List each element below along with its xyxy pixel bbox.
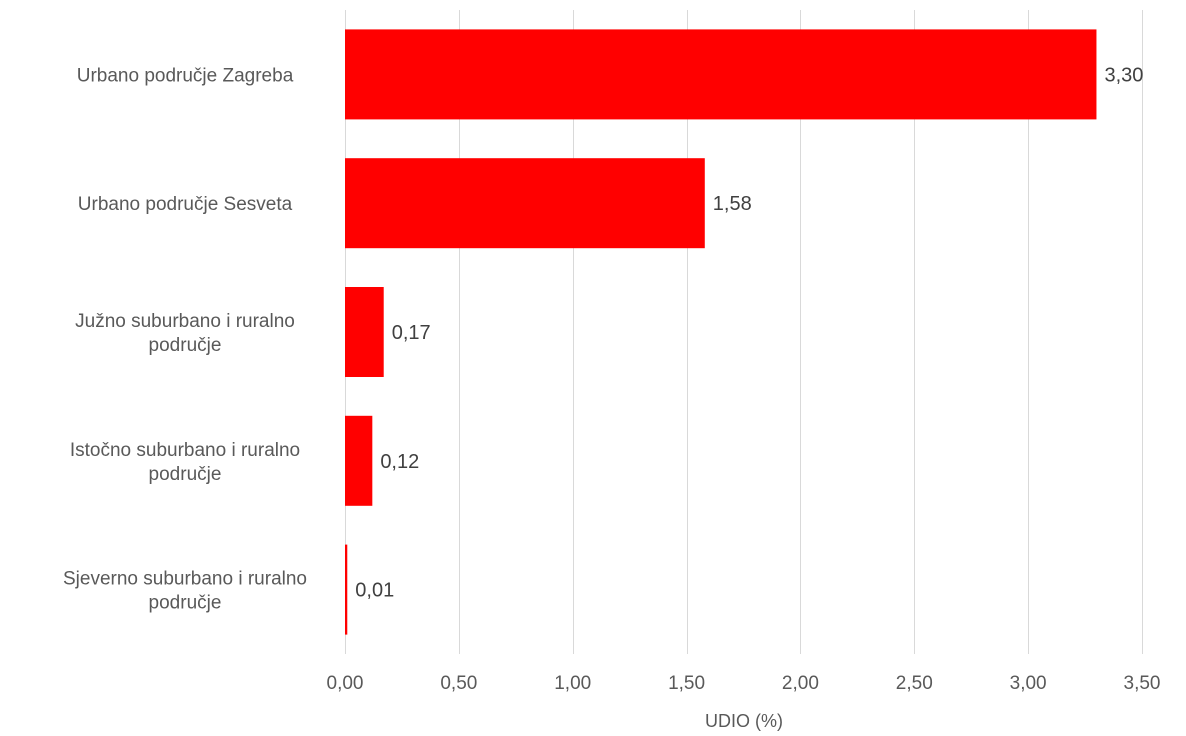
bar-0 [345,29,1097,120]
category-labels: Urbano područje Zagreba Urbano područje S… [63,65,307,613]
x-axis-title: UDIO (%) [705,711,783,731]
data-label-2: 0,17 [392,322,431,344]
category-label-1: Urbano područje Sesveta [78,194,293,215]
x-axis-tick-labels: 0,00 0,50 1,00 1,50 2,00 2,50 3,00 3,50 [327,673,1161,694]
bar-1 [345,158,705,249]
data-label-4: 0,01 [355,580,394,602]
bar-4 [345,544,348,635]
bars [345,29,1097,635]
bar-3 [345,415,373,506]
data-label-1: 1,58 [713,193,752,215]
x-tick-label-5: 2,50 [896,673,933,694]
category-label-2: Južno suburbano i ruralno područje [75,311,295,356]
data-labels: 3,30 1,58 0,17 0,12 0,01 [355,64,1143,601]
category-label-4: Sjeverno suburbano i ruralno područje [63,569,307,614]
x-tick-label-6: 3,00 [1010,673,1047,694]
x-tick-label-1: 0,50 [440,673,477,694]
x-tick-label-4: 2,00 [782,673,819,694]
x-tick-label-7: 3,50 [1124,673,1161,694]
data-label-0: 3,30 [1104,64,1143,86]
category-label-0: Urbano područje Zagreba [77,65,294,86]
data-label-3: 0,12 [380,451,419,473]
x-tick-label-3: 1,50 [668,673,705,694]
bar-2 [345,287,384,377]
x-tick-label-0: 0,00 [327,673,364,694]
category-label-3: Istočno suburbano i ruralno područje [70,440,300,485]
x-tick-label-2: 1,00 [554,673,591,694]
